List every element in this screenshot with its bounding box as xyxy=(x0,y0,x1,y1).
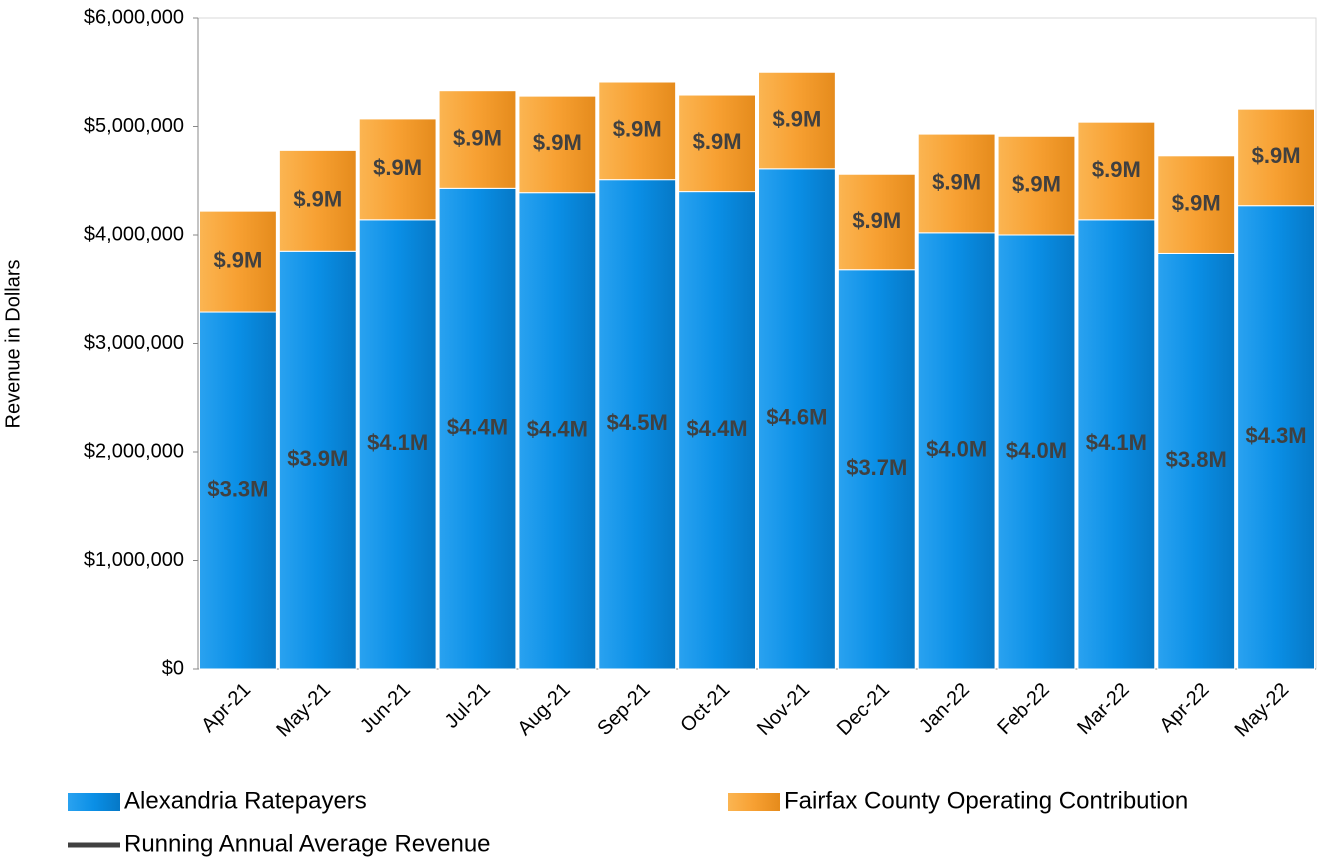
bar xyxy=(278,149,357,252)
bar xyxy=(997,135,1076,236)
data-label: $.9M xyxy=(1092,157,1141,182)
data-label: $3.3M xyxy=(207,476,268,501)
data-label: $3.7M xyxy=(846,455,907,480)
data-label: $.9M xyxy=(693,129,742,154)
x-tick-label: May-22 xyxy=(1231,679,1294,742)
bar xyxy=(758,71,836,170)
data-label: $3.9M xyxy=(287,446,348,471)
bar xyxy=(997,234,1076,670)
y-tick-label: $0 xyxy=(162,657,184,679)
data-label: $.9M xyxy=(852,208,901,233)
bar xyxy=(598,81,677,181)
bar xyxy=(917,232,996,670)
data-label: $.9M xyxy=(213,247,262,272)
bar xyxy=(199,311,277,670)
data-label: $4.1M xyxy=(367,430,428,455)
y-tick-label: $5,000,000 xyxy=(84,115,184,137)
bar xyxy=(358,219,437,670)
data-label: $4.4M xyxy=(686,416,747,441)
legend-swatch xyxy=(728,793,780,811)
y-tick-label: $4,000,000 xyxy=(84,223,184,245)
bar xyxy=(917,133,996,234)
bar xyxy=(518,95,597,194)
bar xyxy=(598,179,677,670)
data-label: $4.3M xyxy=(1245,423,1306,448)
bar xyxy=(1157,155,1236,254)
data-label: $.9M xyxy=(613,117,662,142)
bar xyxy=(1077,121,1156,221)
data-label: $.9M xyxy=(293,187,342,212)
bar xyxy=(678,191,757,670)
x-tick-label: Mar-22 xyxy=(1073,679,1133,739)
data-label: $.9M xyxy=(932,169,981,194)
bar xyxy=(438,90,517,189)
data-label: $.9M xyxy=(1012,171,1061,196)
bar xyxy=(518,192,597,670)
x-tick-label: Jan-22 xyxy=(915,679,974,738)
bar xyxy=(1237,108,1315,207)
data-label: $.9M xyxy=(373,155,422,180)
y-tick-label: $6,000,000 xyxy=(84,6,184,28)
data-label: $4.0M xyxy=(926,437,987,462)
data-label: $4.1M xyxy=(1086,430,1147,455)
x-tick-label: Oct-21 xyxy=(676,679,734,737)
bar xyxy=(758,168,836,670)
legend-swatch xyxy=(68,793,120,811)
x-tick-label: Apr-22 xyxy=(1155,679,1213,737)
bar xyxy=(438,187,517,670)
legend-label: Alexandria Ratepayers xyxy=(124,787,367,814)
bar xyxy=(1237,205,1315,670)
data-label: $4.0M xyxy=(1006,438,1067,463)
data-label: $4.4M xyxy=(447,414,508,439)
data-label: $4.5M xyxy=(607,410,668,435)
x-tick-label: Dec-21 xyxy=(833,679,894,740)
y-tick-label: $2,000,000 xyxy=(84,440,184,462)
x-tick-label: Nov-21 xyxy=(753,679,814,740)
data-label: $4.6M xyxy=(766,405,827,430)
data-label: $.9M xyxy=(1172,190,1221,215)
legend-label: Fairfax County Operating Contribution xyxy=(784,787,1188,814)
x-tick-label: Aug-21 xyxy=(513,679,574,740)
x-tick-label: Feb-22 xyxy=(993,679,1053,739)
bar xyxy=(199,210,277,313)
legend-label: Running Annual Average Revenue xyxy=(124,830,491,857)
data-label: $3.8M xyxy=(1166,447,1227,472)
y-tick-label: $3,000,000 xyxy=(84,332,184,354)
data-label: $.9M xyxy=(533,130,582,155)
bar xyxy=(1157,252,1236,670)
x-tick-label: Apr-21 xyxy=(197,679,255,737)
data-label: $.9M xyxy=(1252,143,1301,168)
x-tick-label: Jun-21 xyxy=(356,679,415,738)
x-tick-label: Jul-21 xyxy=(441,679,495,733)
bar xyxy=(837,173,916,271)
x-tick-label: May-21 xyxy=(272,679,335,742)
bar xyxy=(358,118,437,221)
data-label: $4.4M xyxy=(527,417,588,442)
data-label: $.9M xyxy=(453,125,502,150)
bar xyxy=(678,94,757,193)
data-label: $.9M xyxy=(772,106,821,131)
y-tick-label: $1,000,000 xyxy=(84,549,184,571)
y-axis-title: Revenue in Dollars xyxy=(2,260,24,429)
x-tick-label: Sep-21 xyxy=(593,679,654,740)
